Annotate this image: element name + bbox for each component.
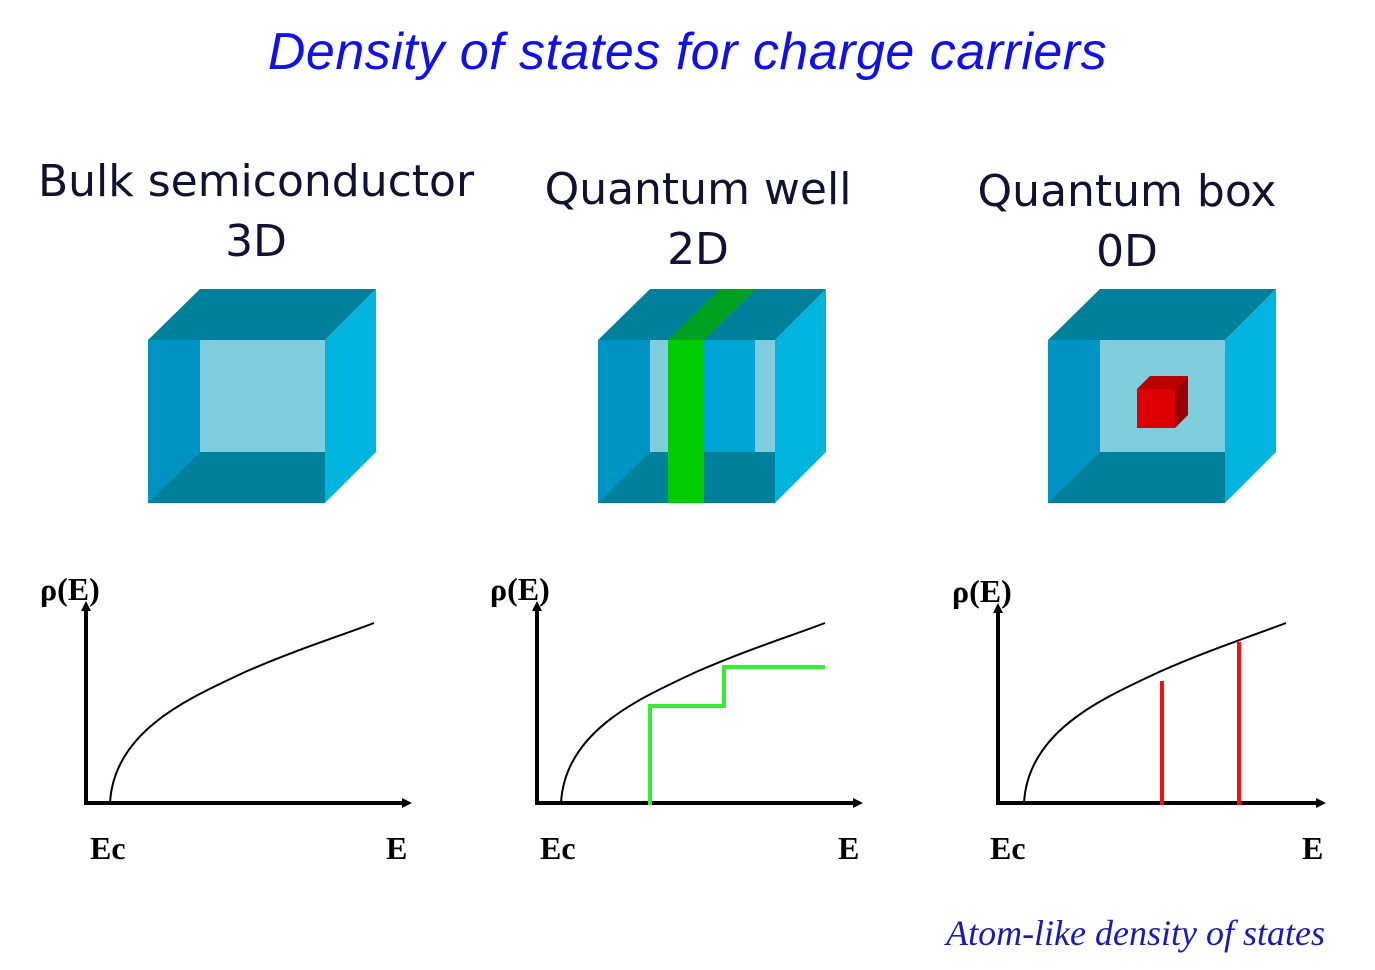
x-origin-label: Ec bbox=[990, 830, 1026, 866]
box-cube bbox=[1048, 289, 1276, 503]
box-dos-graph: ρ(E) Ec E bbox=[952, 573, 1326, 866]
y-axis-label: ρ(E) bbox=[40, 571, 100, 607]
box-label: Quantum box 0D bbox=[897, 162, 1357, 282]
footer-caption: Atom-like density of states bbox=[946, 913, 1325, 953]
step-dos bbox=[648, 665, 825, 805]
well-cube bbox=[598, 289, 826, 503]
y-axis-label: ρ(E) bbox=[952, 573, 1012, 609]
page-title: Density of states for charge carriers bbox=[267, 23, 1108, 81]
y-axis-label: ρ(E) bbox=[490, 571, 550, 607]
x-axis-label: E bbox=[386, 830, 407, 866]
dos-curve bbox=[560, 622, 826, 804]
x-origin-label: Ec bbox=[540, 830, 576, 866]
bulk-name: Bulk semiconductor bbox=[37, 156, 475, 207]
dos-curve bbox=[109, 622, 375, 804]
dos-curve bbox=[1023, 622, 1287, 804]
bulk-cube bbox=[148, 289, 376, 503]
well-dos-graph: ρ(E) Ec E bbox=[490, 571, 863, 866]
well-label: Quantum well 2D bbox=[468, 160, 928, 280]
x-axis-label: E bbox=[1302, 830, 1323, 866]
bulk-dos-graph: ρ(E) Ec E bbox=[40, 571, 412, 866]
bulk-dim: 3D bbox=[225, 216, 287, 267]
x-origin-label: Ec bbox=[90, 830, 126, 866]
quantum-dot bbox=[1137, 376, 1188, 428]
box-name: Quantum box bbox=[977, 166, 1277, 217]
well-name: Quantum well bbox=[544, 164, 852, 215]
bulk-label: Bulk semiconductor 3D bbox=[26, 152, 486, 272]
x-axis-label: E bbox=[838, 830, 859, 866]
box-dim: 0D bbox=[1096, 226, 1158, 277]
well-dim: 2D bbox=[667, 224, 729, 275]
